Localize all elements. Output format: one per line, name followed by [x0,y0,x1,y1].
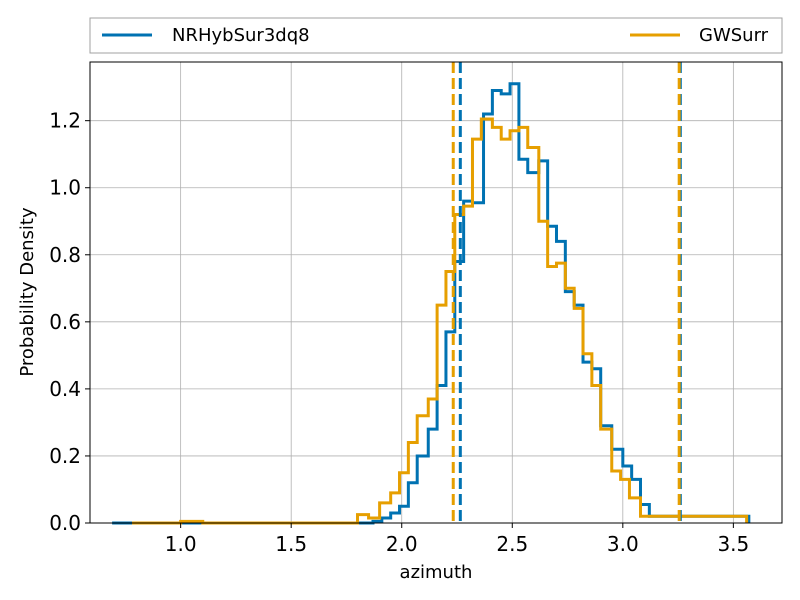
x-tick-label: 2.0 [386,532,418,556]
y-tick-label: 1.0 [49,176,81,200]
credible-interval-lines [451,62,682,523]
legend: NRHybSur3dq8 GWSurr [89,17,783,54]
y-axis-label: Probability Density [17,207,38,377]
legend-label-series-0: NRHybSur3dq8 [172,25,310,46]
series-layer [112,82,751,525]
grid [90,62,782,524]
y-tick-label: 0.6 [49,310,81,334]
x-tick-label: 1.5 [275,532,307,556]
plot-background [90,62,782,523]
y-tick-label: 0.0 [49,511,81,535]
y-tick-label: 1.2 [49,109,81,133]
histogram-series-1 [132,117,749,525]
x-tick-label: 2.5 [496,532,528,556]
x-axis-label: azimuth [400,562,473,583]
x-tick-label: 1.0 [165,532,197,556]
y-tick-label: 0.4 [49,377,81,401]
y-tick-label: 0.8 [49,243,81,267]
plot-area: 1.0 1.5 2.0 2.5 3.0 3.5 0.0 0.2 0.4 0.6 0.8 1.0 1.2 [49,61,783,556]
x-tick-label: 3.5 [717,532,749,556]
legend-label-series-1: GWSurr [699,25,769,46]
y-tick-label: 0.2 [49,444,81,468]
x-tick-label: 3.0 [607,532,639,556]
ticks: 1.0 1.5 2.0 2.5 3.0 3.5 0.0 0.2 0.4 0.6 0.8 1.0 1.2 [49,109,749,556]
plot-frame [89,61,783,524]
